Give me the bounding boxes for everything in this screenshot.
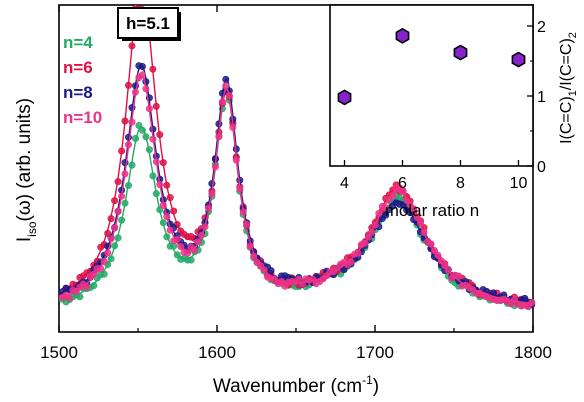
inset-data-point bbox=[395, 27, 410, 44]
data-point bbox=[437, 257, 445, 265]
main-x-axis: 1500 1600 1700 1800 bbox=[40, 5, 552, 362]
inset-y-tick-label: 0 bbox=[537, 159, 546, 176]
x-tick-label: 1800 bbox=[514, 343, 552, 362]
annotation-shadow-bottom bbox=[122, 38, 181, 41]
inset-axes: 4 6 8 10 0 1 2 bbox=[340, 19, 546, 192]
legend-entry: n=4 bbox=[63, 33, 93, 52]
series-n-10 bbox=[58, 71, 536, 310]
fit-line bbox=[58, 73, 534, 305]
inset-data-point bbox=[337, 89, 352, 106]
inset-x-tick-label: 10 bbox=[510, 175, 528, 192]
inset-y-axis-label: I(C=C)1/I(C=C)2 bbox=[558, 32, 579, 144]
x-tick-label: 1500 bbox=[40, 343, 78, 362]
data-point bbox=[90, 282, 98, 290]
inset-x-tick-label: 4 bbox=[340, 175, 349, 192]
data-point bbox=[222, 82, 230, 90]
data-point bbox=[354, 249, 362, 257]
inset-x-tick-label: 8 bbox=[456, 175, 465, 192]
data-point bbox=[65, 294, 73, 302]
inset-x-axis-label: molar ratio n bbox=[385, 201, 479, 220]
annotation-shadow bbox=[178, 12, 181, 41]
legend-entry: n=8 bbox=[63, 83, 93, 102]
x-tick-label: 1600 bbox=[198, 343, 236, 362]
data-point bbox=[389, 192, 397, 200]
legend-entry: n=10 bbox=[63, 108, 102, 127]
annotation-text: h=5.1 bbox=[126, 14, 170, 33]
inset-plot-frame bbox=[329, 4, 534, 167]
inset-background bbox=[330, 5, 533, 166]
data-point bbox=[138, 71, 146, 79]
inset-points bbox=[337, 27, 526, 106]
inset-y-tick-label: 1 bbox=[537, 89, 546, 106]
main-curves bbox=[58, 4, 536, 311]
inset-data-point bbox=[511, 51, 526, 68]
inset-x-tick-label: 6 bbox=[398, 175, 407, 192]
inset-y-tick-label: 2 bbox=[537, 19, 546, 36]
inset-data-point bbox=[453, 44, 468, 61]
x-tick-label: 1700 bbox=[356, 343, 394, 362]
main-x-axis-label: Wavenumber (cm-1) bbox=[213, 373, 379, 397]
data-point bbox=[441, 262, 449, 270]
legend: n=4 n=6 n=8 n=10 bbox=[63, 33, 102, 127]
main-y-axis-label: Iiso(ω) (arb. units) bbox=[14, 98, 39, 242]
legend-entry: n=6 bbox=[63, 58, 93, 77]
